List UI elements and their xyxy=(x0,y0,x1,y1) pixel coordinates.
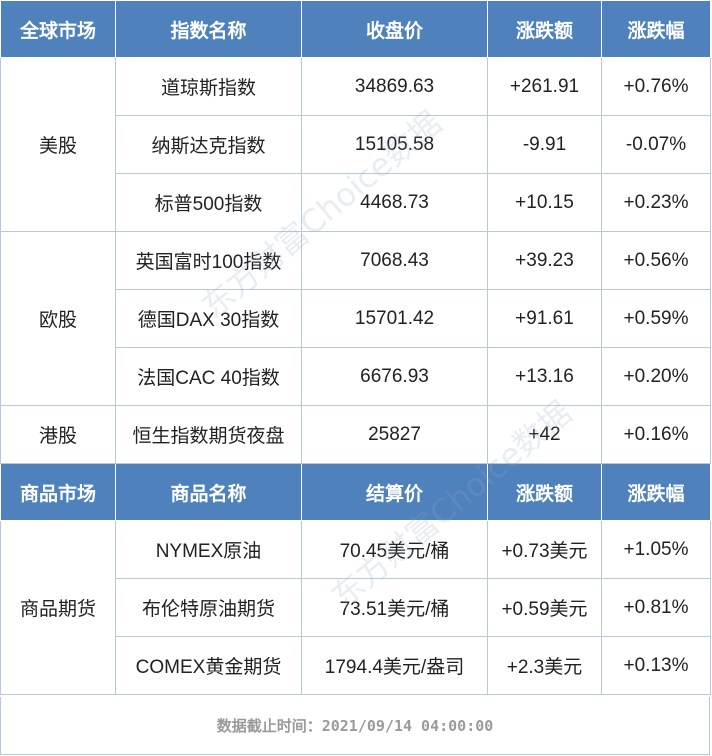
table-cell: +0.13% xyxy=(601,636,711,695)
market-group-label: 商品期货 xyxy=(0,520,116,695)
table-row: 商品期货 NYMEX原油 70.45美元/桶 +0.73美元 +1.05% xyxy=(0,520,711,695)
column-header: 全球市场 xyxy=(0,0,116,58)
table-cell: +42 xyxy=(487,405,602,464)
market-group-label: 美股 xyxy=(0,57,116,232)
table-cell: +0.81% xyxy=(601,578,711,637)
table-cell: 布伦特原油期货 xyxy=(115,578,302,637)
table-cell: +261.91 xyxy=(487,57,602,116)
table-cell: 15701.42 xyxy=(301,289,488,348)
commodity-table-header: 商品市场 商品名称 结算价 涨跌额 涨跌幅 xyxy=(0,463,711,521)
table-cell: +0.56% xyxy=(601,231,711,290)
table-row: 德国DAX 30指数 15701.42 +91.61 +0.59% xyxy=(1,289,711,348)
table-cell: +0.73美元 xyxy=(487,520,602,579)
table-cell: 恒生指数期货夜盘 xyxy=(115,405,302,464)
table-cell: 6676.93 xyxy=(301,347,488,406)
table-row: 欧股 英国富时100指数 7068.43 +39.23 +0.56% xyxy=(0,231,711,406)
column-header: 结算价 xyxy=(301,463,488,521)
table-cell: COMEX黄金期货 xyxy=(115,636,302,695)
table-cell: 25827 xyxy=(301,405,488,464)
table-cell: 道琼斯指数 xyxy=(115,57,302,116)
table-cell: +91.61 xyxy=(487,289,602,348)
column-header: 涨跌额 xyxy=(487,463,602,521)
table-row: COMEX黄金期货 1794.4美元/盎司 +2.3美元 +0.13% xyxy=(1,636,711,695)
data-cutoff-time: 数据截止时间：2021/09/14 04:00:00 xyxy=(0,697,710,755)
table-cell: 4468.73 xyxy=(301,173,488,232)
column-header: 涨跌额 xyxy=(487,0,602,58)
table-cell: 英国富时100指数 xyxy=(115,231,302,290)
table-row: 美股 道琼斯指数 34869.63 +261.91 +0.76% xyxy=(0,57,711,232)
column-header: 涨跌幅 xyxy=(601,0,711,58)
market-group-label: 欧股 xyxy=(0,231,116,406)
table-row: 港股 恒生指数期货夜盘 25827 +42 +0.16% xyxy=(0,405,711,464)
column-header: 指数名称 xyxy=(115,0,302,58)
table-cell: 标普500指数 xyxy=(115,173,302,232)
column-header: 商品名称 xyxy=(115,463,302,521)
table-cell: +0.76% xyxy=(601,57,711,116)
table-cell: 7068.43 xyxy=(301,231,488,290)
table-cell: 73.51美元/桶 xyxy=(301,578,488,637)
table-cell: +0.59% xyxy=(601,289,711,348)
index-table-header: 全球市场 指数名称 收盘价 涨跌额 涨跌幅 xyxy=(0,0,711,58)
table-cell: 15105.58 xyxy=(301,115,488,174)
table-cell: +10.15 xyxy=(487,173,602,232)
table-row: 法国CAC 40指数 6676.93 +13.16 +0.20% xyxy=(1,347,711,406)
table-cell: NYMEX原油 xyxy=(115,520,302,579)
table-row: 布伦特原油期货 73.51美元/桶 +0.59美元 +0.81% xyxy=(1,578,711,637)
table-row: 纳斯达克指数 15105.58 -9.91 -0.07% xyxy=(1,115,711,174)
table-cell: 德国DAX 30指数 xyxy=(115,289,302,348)
column-header: 涨跌幅 xyxy=(601,463,711,521)
table-row: 标普500指数 4468.73 +10.15 +0.23% xyxy=(1,173,711,232)
table-cell: +0.23% xyxy=(601,173,711,232)
table-cell: 34869.63 xyxy=(301,57,488,116)
market-group-label: 港股 xyxy=(0,405,116,464)
table-cell: +0.59美元 xyxy=(487,578,602,637)
table-cell: +13.16 xyxy=(487,347,602,406)
table-cell: 1794.4美元/盎司 xyxy=(301,636,488,695)
table-cell: +0.16% xyxy=(601,405,711,464)
table-cell: +1.05% xyxy=(601,520,711,579)
table-cell: 法国CAC 40指数 xyxy=(115,347,302,406)
market-table: 全球市场 指数名称 收盘价 涨跌额 涨跌幅 美股 道琼斯指数 34869.63 +261.91 +… xyxy=(0,0,711,695)
table-cell: 70.45美元/桶 xyxy=(301,520,488,579)
column-header: 商品市场 xyxy=(0,463,116,521)
table-cell: +0.20% xyxy=(601,347,711,406)
table-cell: 纳斯达克指数 xyxy=(115,115,302,174)
column-header: 收盘价 xyxy=(301,0,488,58)
table-cell: -0.07% xyxy=(601,115,711,174)
table-cell: +39.23 xyxy=(487,231,602,290)
table-cell: -9.91 xyxy=(487,115,602,174)
table-cell: +2.3美元 xyxy=(487,636,602,695)
